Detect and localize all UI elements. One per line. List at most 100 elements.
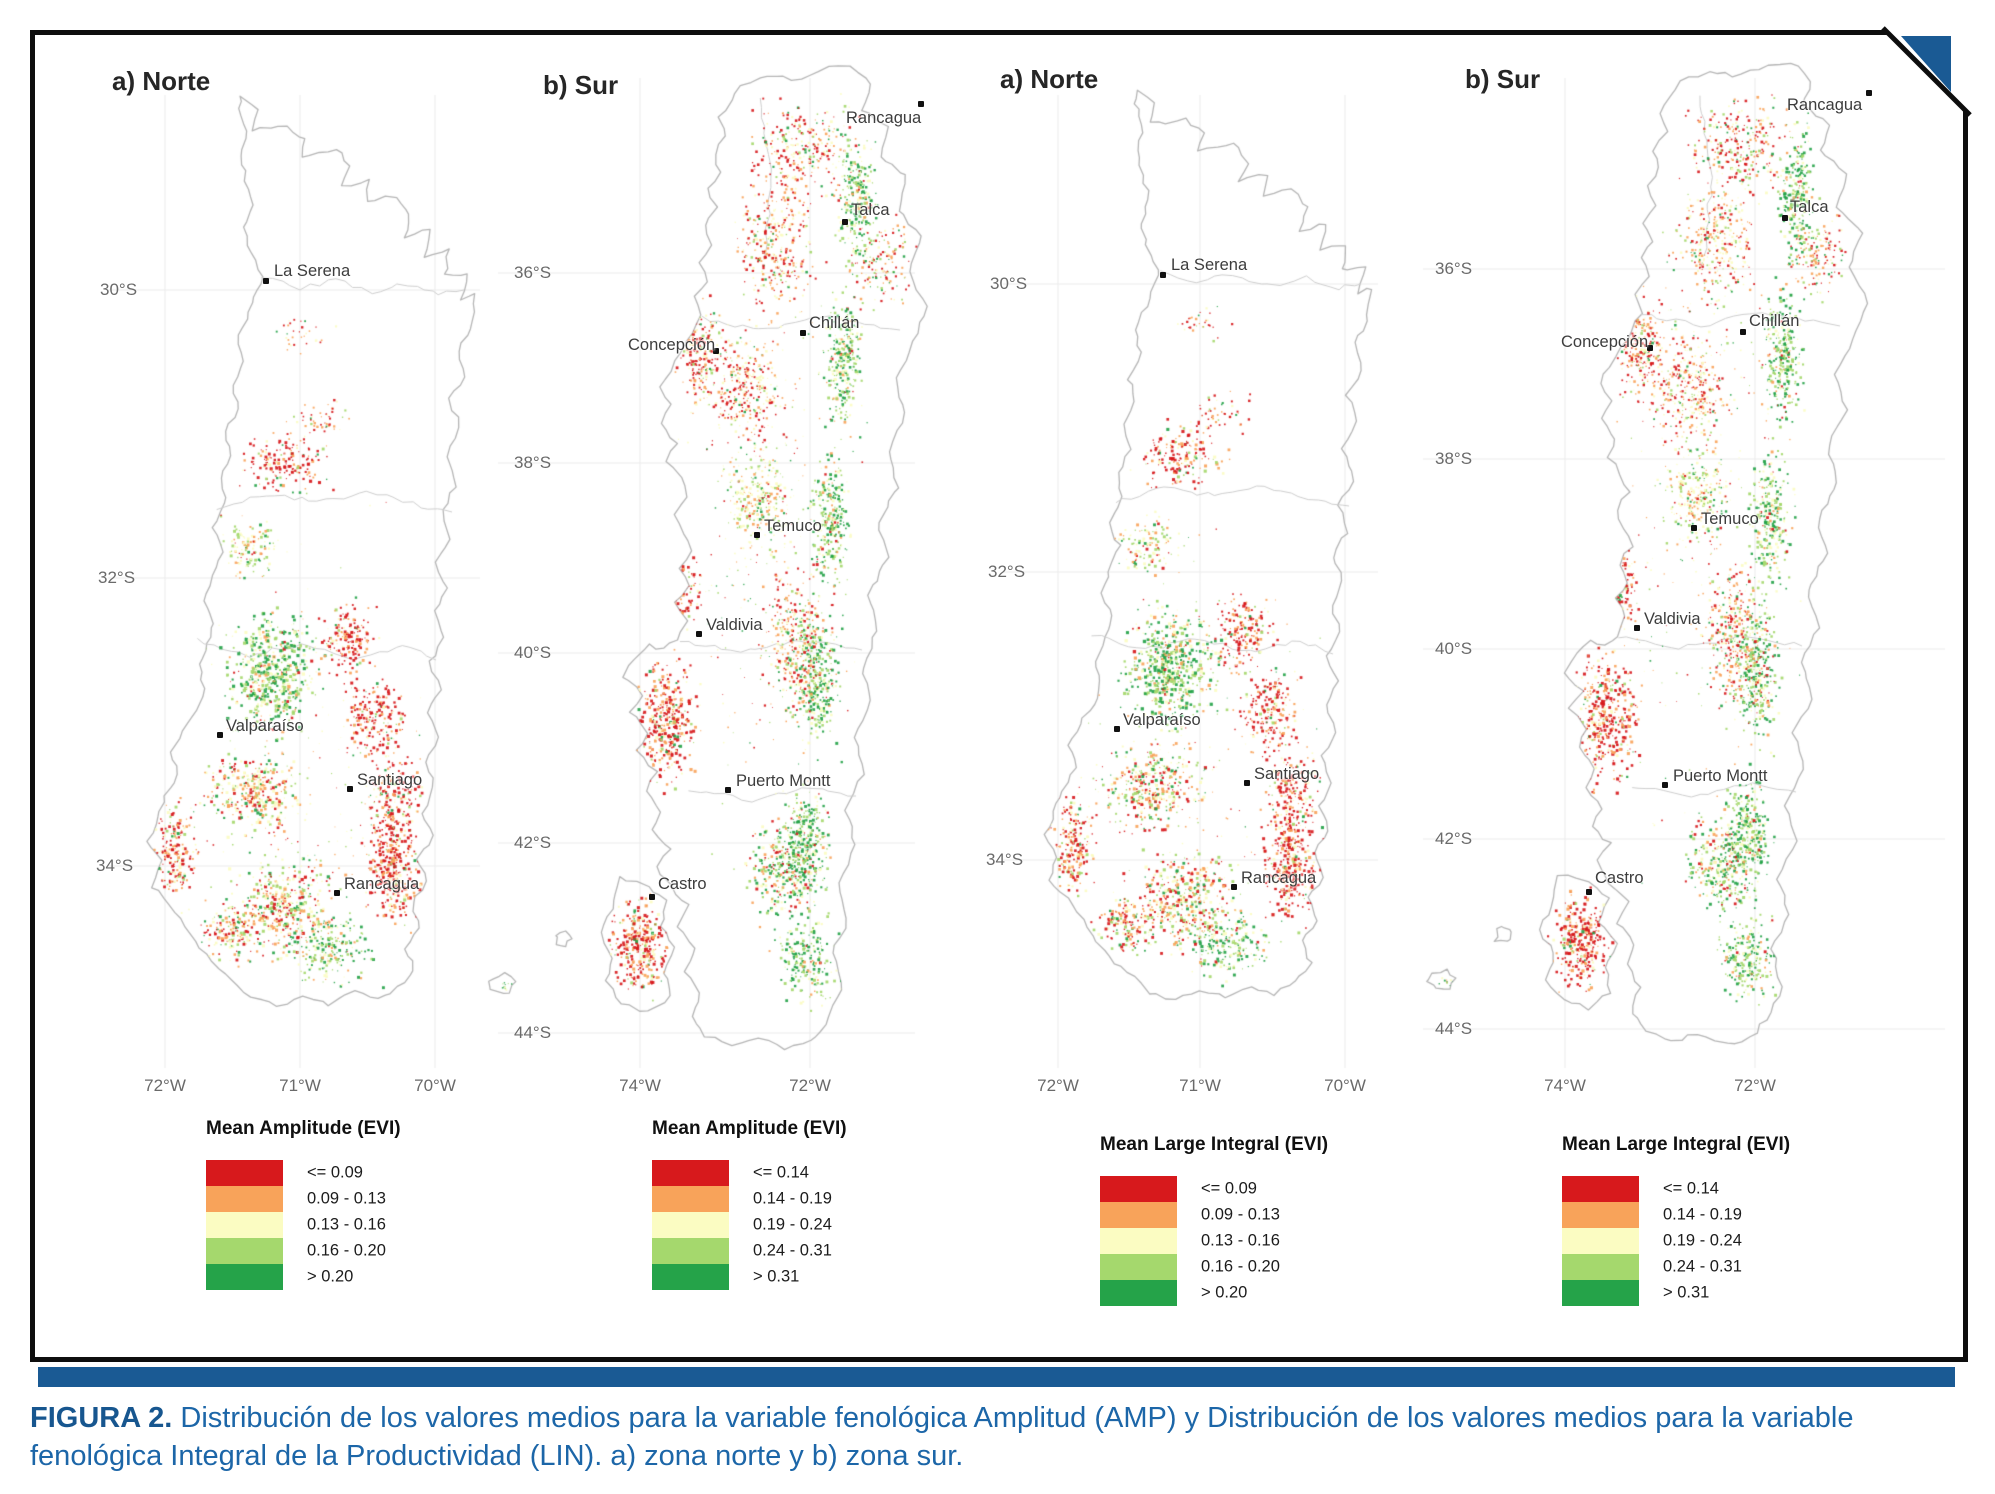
city-label: Valparaíso	[226, 717, 304, 735]
city-label: Chillán	[809, 314, 860, 332]
lon-tick-label: 71°W	[279, 1076, 321, 1095]
city-label: Talca	[851, 201, 890, 219]
city-label: Talca	[1790, 198, 1829, 216]
city-marker-dot	[1586, 889, 1592, 895]
lat-tick-label: 42°S	[514, 833, 552, 852]
city-label: Rancagua	[846, 109, 922, 127]
lat-tick-label: 40°S	[1435, 639, 1473, 658]
city-marker-dot	[1114, 726, 1120, 732]
legend-swatch	[652, 1160, 729, 1186]
legend-swatch	[1100, 1176, 1177, 1202]
city-marker-dot	[1160, 272, 1166, 278]
city-marker-dot	[1782, 215, 1788, 221]
city-label: Valparaíso	[1123, 711, 1201, 729]
panel-lin-norte-title: a) Norte	[1000, 64, 1099, 94]
lat-tick-label: 30°S	[990, 274, 1028, 293]
lat-tick-label: 44°S	[514, 1023, 552, 1042]
lon-tick-label: 72°W	[144, 1076, 186, 1095]
legend-swatch	[652, 1264, 729, 1290]
city-label: Rancagua	[344, 875, 420, 893]
city-label: Chillán	[1749, 312, 1800, 330]
legend-title: Mean Amplitude (EVI)	[206, 1118, 401, 1139]
city-marker-dot	[217, 732, 223, 738]
city-marker-dot	[1634, 625, 1640, 631]
lon-tick-label: 74°W	[619, 1076, 661, 1095]
lon-tick-label: 72°W	[789, 1076, 831, 1095]
legend-title: Mean Large Integral (EVI)	[1562, 1134, 1791, 1155]
city-label: Puerto Montt	[736, 772, 831, 790]
legend-entry-label: 0.14 - 0.19	[753, 1189, 832, 1208]
lat-tick-label: 32°S	[988, 562, 1026, 581]
city-label: Temuco	[764, 517, 822, 535]
legend-swatch	[206, 1264, 283, 1290]
lat-tick-label: 36°S	[1435, 259, 1473, 278]
legend-entry-label: > 0.20	[307, 1267, 354, 1286]
lon-tick-label: 70°W	[1324, 1076, 1366, 1095]
lat-tick-label: 38°S	[1435, 449, 1473, 468]
city-label: Castro	[658, 875, 707, 893]
city-marker-dot	[1740, 329, 1746, 335]
legend-entry-label: > 0.20	[1201, 1283, 1248, 1302]
city-label: La Serena	[1171, 256, 1248, 274]
city-label: Santiago	[1254, 765, 1320, 783]
legend-title: Mean Large Integral (EVI)	[1100, 1134, 1329, 1155]
legend-entry-label: <= 0.14	[753, 1163, 809, 1182]
city-marker-dot	[1662, 782, 1668, 788]
lat-tick-label: 34°S	[96, 856, 134, 875]
lat-tick-label: 32°S	[98, 568, 136, 587]
city-marker-dot	[725, 787, 731, 793]
legend-swatch	[206, 1186, 283, 1212]
legend-entry-label: > 0.31	[1663, 1283, 1710, 1302]
legend-entry-label: 0.13 - 0.16	[307, 1215, 386, 1234]
city-marker-dot	[1866, 90, 1872, 96]
lat-tick-label: 30°S	[100, 280, 138, 299]
city-marker-dot	[334, 890, 340, 896]
city-marker-dot	[347, 786, 353, 792]
city-label: Puerto Montt	[1673, 767, 1768, 785]
legend-entry-label: 0.09 - 0.13	[307, 1189, 386, 1208]
city-marker-dot	[754, 532, 760, 538]
city-label: Concepción	[1561, 333, 1649, 351]
city-label: La Serena	[274, 262, 351, 280]
city-label: Valdivia	[706, 616, 763, 634]
legend-entry-label: 0.19 - 0.24	[1663, 1231, 1742, 1250]
lat-tick-label: 34°S	[986, 850, 1024, 869]
city-label: Concepción	[628, 336, 716, 354]
city-label: Valdivia	[1644, 610, 1701, 628]
lat-tick-label: 36°S	[514, 263, 552, 282]
lat-tick-label: 40°S	[514, 643, 552, 662]
legend-entry-label: > 0.31	[753, 1267, 800, 1286]
legend-swatch	[1100, 1202, 1177, 1228]
legend-swatch	[652, 1238, 729, 1264]
city-label: Castro	[1595, 869, 1644, 887]
city-marker-dot	[263, 278, 269, 284]
legend-entry-label: 0.09 - 0.13	[1201, 1205, 1280, 1224]
city-marker-dot	[649, 894, 655, 900]
legend-swatch	[206, 1238, 283, 1264]
lon-tick-label: 74°W	[1544, 1076, 1586, 1095]
panel-amp-norte-title: a) Norte	[112, 66, 211, 96]
city-marker-dot	[1647, 345, 1653, 351]
lon-tick-label: 72°W	[1037, 1076, 1079, 1095]
legend-entry-label: 0.16 - 0.20	[1201, 1257, 1280, 1276]
figure-caption: FIGURA 2. Distribución de los valores me…	[30, 1400, 1980, 1475]
legend-entry-label: 0.19 - 0.24	[753, 1215, 832, 1234]
city-label: Santiago	[357, 771, 423, 789]
legend-swatch	[1562, 1228, 1639, 1254]
lon-tick-label: 71°W	[1179, 1076, 1221, 1095]
city-marker-dot	[842, 219, 848, 225]
legend-entry-label: 0.14 - 0.19	[1663, 1205, 1742, 1224]
legend-swatch	[1100, 1254, 1177, 1280]
lon-tick-label: 72°W	[1734, 1076, 1776, 1095]
caption-text: Distribución de los valores medios para …	[30, 1402, 1854, 1472]
city-marker-dot	[918, 101, 924, 107]
city-marker-dot	[713, 348, 719, 354]
city-marker-dot	[1231, 884, 1237, 890]
panel-amp-sur-title: b) Sur	[543, 70, 619, 100]
legend-entry-label: 0.24 - 0.31	[1663, 1257, 1742, 1276]
lat-tick-label: 44°S	[1435, 1019, 1473, 1038]
legend-swatch	[206, 1160, 283, 1186]
city-label: Rancagua	[1241, 869, 1317, 887]
